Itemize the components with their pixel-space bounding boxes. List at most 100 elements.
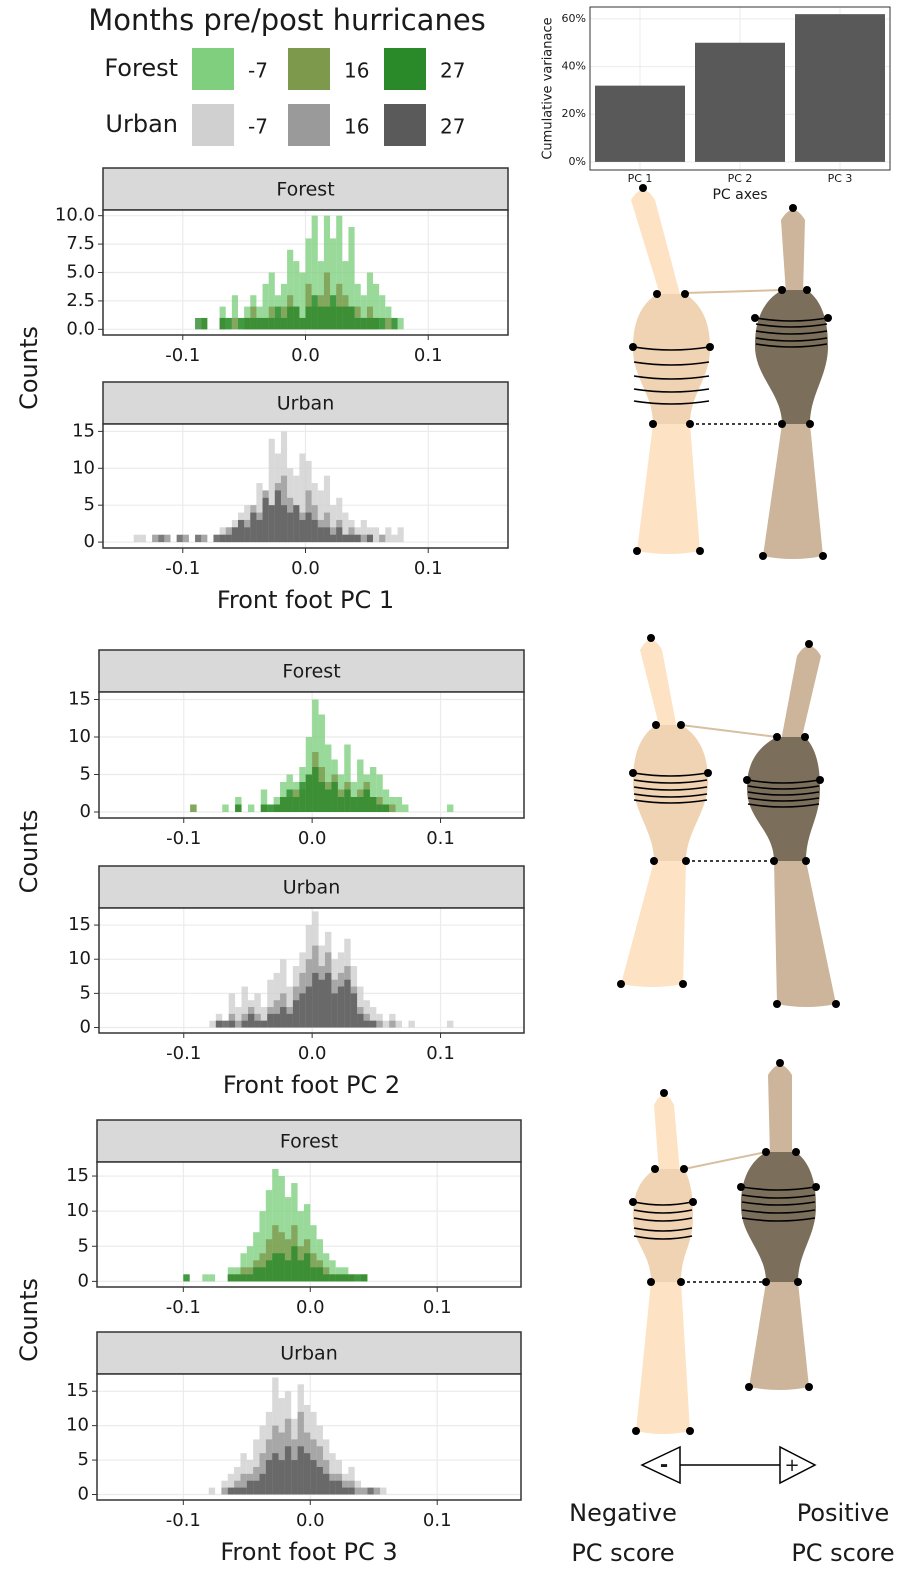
y-tick-label: 0	[80, 801, 91, 822]
histogram-bar	[361, 1274, 368, 1282]
histogram-bar	[330, 295, 337, 330]
foot-line	[741, 1201, 816, 1206]
y-tick-label: 10	[68, 948, 91, 969]
histogram-bar	[336, 215, 343, 330]
histogram-bar	[250, 317, 257, 330]
landmark	[704, 769, 712, 777]
histogram-bar	[348, 306, 355, 330]
histogram-bar	[152, 534, 159, 543]
bar	[695, 42, 785, 162]
histogram-bar	[286, 1013, 293, 1028]
landmark	[776, 1059, 784, 1067]
foot-line	[633, 786, 708, 791]
histogram-bar	[280, 505, 288, 543]
histogram-bar	[267, 804, 274, 812]
histogram-bar	[299, 317, 306, 330]
foot-leg	[621, 861, 686, 987]
y-tick-label: 5	[78, 1235, 89, 1256]
scale-label: Negative	[569, 1499, 677, 1527]
histogram-bar	[385, 527, 392, 543]
histogram-bar	[164, 534, 171, 543]
histogram-bar	[260, 804, 268, 812]
landmark	[629, 1198, 637, 1206]
foot-toe	[781, 210, 805, 294]
y-tick-label: 15	[68, 914, 91, 935]
legend-swatch	[384, 104, 426, 146]
histogram-bar	[247, 804, 255, 812]
foot-line	[747, 779, 820, 784]
histogram-bar	[354, 1487, 362, 1495]
histogram-bar	[382, 789, 390, 812]
histogram-bar	[208, 1274, 216, 1282]
strip	[102, 381, 509, 425]
foot-line	[741, 1217, 816, 1222]
histogram-bar	[331, 782, 338, 812]
scale-label: Positive	[797, 1499, 890, 1527]
histogram-bar	[222, 804, 229, 812]
histogram-bar	[357, 797, 364, 812]
landmark	[801, 733, 809, 741]
histogram-bar	[267, 979, 274, 1028]
landmark	[792, 1148, 800, 1156]
histogram-bar	[259, 1211, 266, 1282]
histogram-bar	[389, 1020, 396, 1028]
histogram-bar	[342, 306, 349, 330]
histogram-bar	[330, 527, 337, 543]
histogram-bar	[287, 512, 294, 543]
landmark	[649, 420, 657, 428]
landmark	[794, 1278, 802, 1286]
histogram-bar	[280, 797, 287, 812]
bar	[795, 14, 885, 162]
histogram-bar	[342, 512, 349, 543]
histogram-bar	[262, 317, 269, 330]
histogram-bar	[360, 295, 367, 330]
histogram-bar	[280, 1007, 287, 1028]
scale-label: PC score	[571, 1539, 674, 1567]
histogram-bar	[337, 986, 345, 1028]
histogram-bar	[219, 306, 226, 330]
strip-title: Urban	[283, 877, 340, 899]
landmark	[816, 776, 824, 784]
histogram-bar	[360, 534, 367, 543]
histogram-bar	[219, 527, 226, 543]
legend-label: 27	[440, 59, 465, 83]
histogram-bar	[305, 306, 312, 330]
landmark	[806, 420, 814, 428]
foot-line	[747, 797, 820, 802]
histogram-bar	[240, 1473, 247, 1495]
histogram-bar	[366, 534, 373, 543]
foot-line	[747, 803, 820, 808]
histogram-bar	[357, 759, 364, 812]
histogram-bar	[360, 317, 367, 330]
strip	[96, 1331, 522, 1375]
histogram-bar	[253, 1480, 260, 1495]
histogram-bar	[329, 1260, 336, 1282]
x-tick-label: 0.0	[296, 1297, 325, 1318]
x-axis-label: Front foot PC 2	[223, 1071, 400, 1099]
histogram-bar	[293, 306, 300, 330]
histogram-bar	[209, 1020, 216, 1028]
y-tick-label: 10.0	[55, 205, 95, 226]
legend-label: 27	[440, 115, 465, 139]
landmark	[773, 733, 781, 741]
histogram-bar	[366, 317, 373, 330]
histogram-bar	[310, 1460, 317, 1495]
histogram-bar	[231, 317, 238, 330]
scale-plus: +	[784, 1455, 799, 1476]
histogram-bar	[213, 534, 220, 543]
histogram-bar	[260, 1020, 268, 1028]
histogram-bar	[318, 782, 325, 812]
histogram-bar	[323, 272, 331, 330]
histogram-bar	[297, 1260, 304, 1282]
landmark	[805, 1383, 813, 1391]
connector	[680, 724, 778, 738]
histogram-bar	[201, 534, 208, 543]
histogram-bar	[367, 1487, 374, 1495]
plot-border	[96, 1161, 522, 1288]
foot-leg	[774, 861, 836, 1007]
histogram-bar	[260, 789, 268, 812]
histogram-bar	[133, 534, 140, 543]
histogram-bar	[376, 1020, 383, 1028]
foot-line	[741, 1209, 816, 1214]
histogram-bar	[379, 317, 386, 330]
